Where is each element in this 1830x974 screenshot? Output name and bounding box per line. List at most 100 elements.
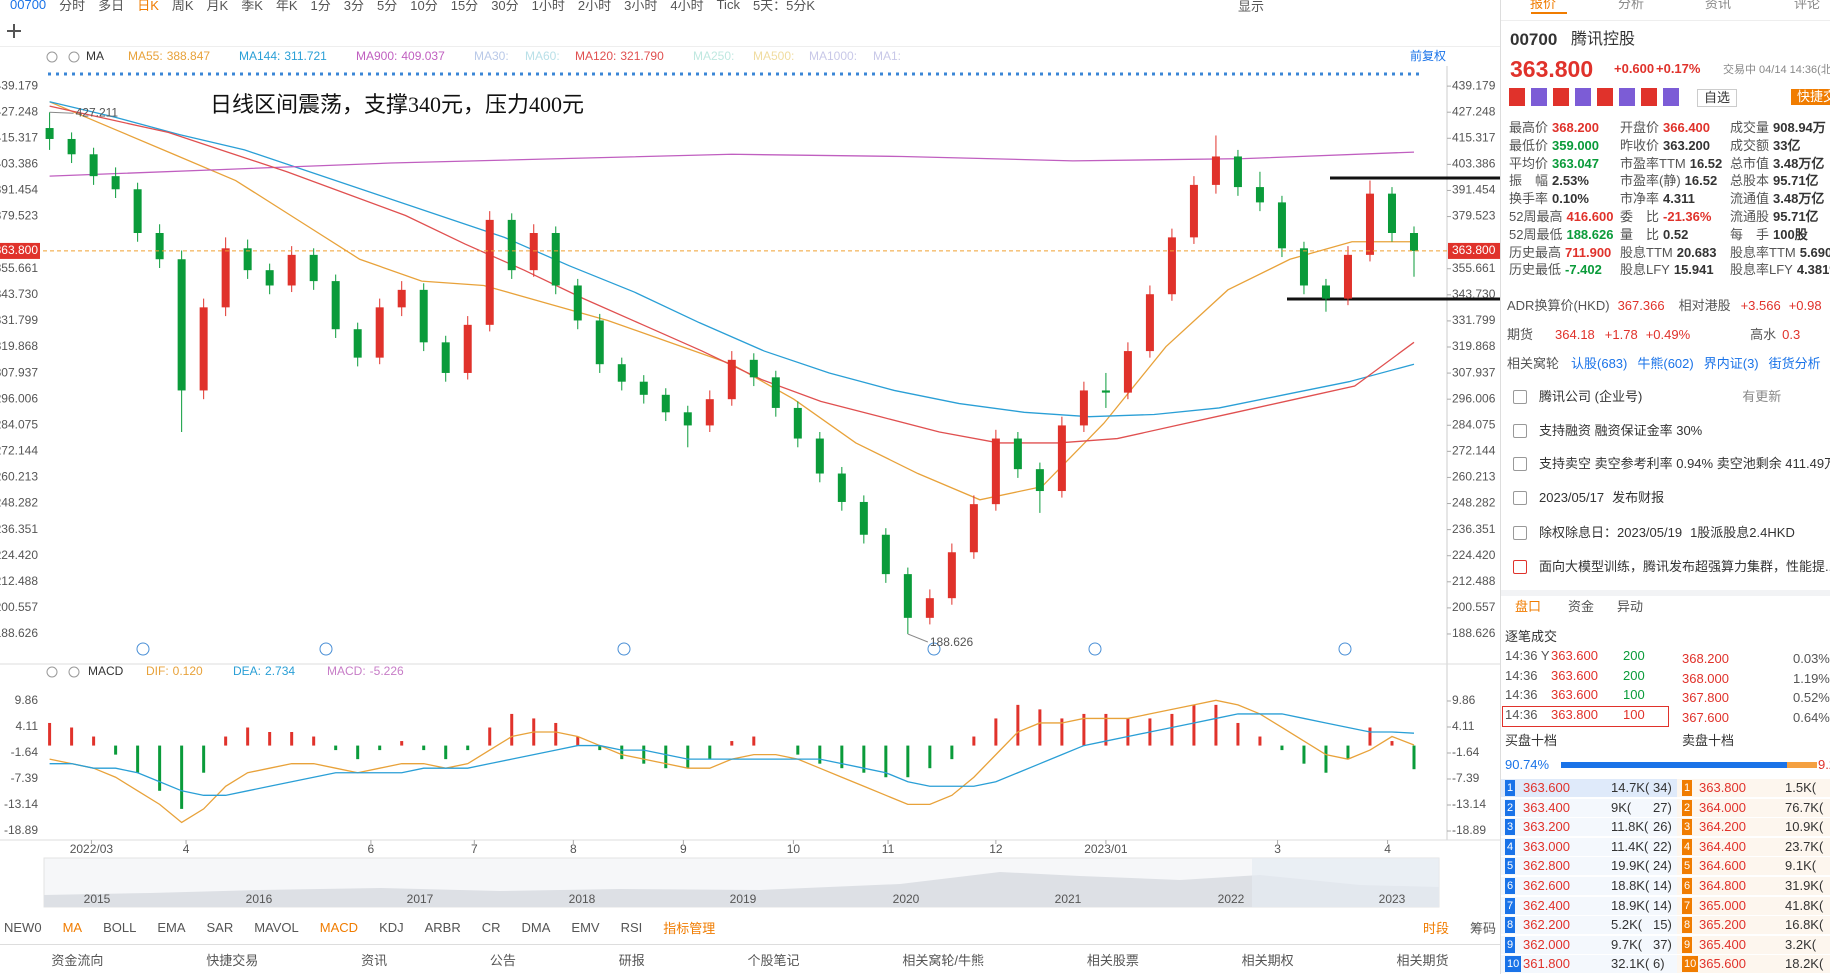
- related-links-item[interactable]: 相关窝轮: [1507, 356, 1560, 371]
- indicator-tab[interactable]: DMA: [521, 919, 551, 935]
- dist-price: 367.600: [1682, 709, 1729, 725]
- panel-tab[interactable]: 分析: [1618, 0, 1645, 11]
- indicator-tab[interactable]: BOLL: [103, 919, 137, 935]
- period-tab[interactable]: 30分: [491, 0, 519, 13]
- indicator-tab[interactable]: EMV: [571, 919, 600, 935]
- nav-tab[interactable]: 相关期权: [1241, 952, 1294, 968]
- period-tab[interactable]: 10分: [410, 0, 438, 13]
- y-tick-label: 355.661: [0, 261, 38, 275]
- candle-body: [1057, 425, 1066, 492]
- period-tab[interactable]: 5分: [377, 0, 398, 13]
- quote-panel: 报价 分析 资讯 评论 00700 腾讯控股 363.800 +0.600 +0.17% 交易中 …: [1500, 0, 1830, 974]
- period-tab[interactable]: 15分: [450, 0, 479, 13]
- nav-tab[interactable]: 快捷交易: [206, 952, 259, 968]
- related-links-item[interactable]: 牛熊(602): [1637, 356, 1694, 371]
- indicator-tab[interactable]: EMA: [157, 919, 186, 935]
- related-links-item[interactable]: 界内证(3): [1703, 356, 1759, 371]
- indicator-tab[interactable]: KDJ: [379, 919, 404, 935]
- watch-button[interactable]: 自选: [1697, 89, 1738, 107]
- candle-body: [1013, 438, 1022, 470]
- y-tick-label: 415.317: [1452, 130, 1496, 144]
- period-tab[interactable]: 季K: [241, 0, 263, 13]
- stock-code[interactable]: 00700: [10, 0, 47, 12]
- news-item[interactable]: 支持卖空 卖空参考利率 0.94% 卖空池剩余 411.49万股: [1539, 456, 1830, 472]
- candle-body: [793, 407, 802, 439]
- stat-label: 历史最高: [1509, 244, 1562, 260]
- side-tab[interactable]: 筹码: [1469, 920, 1496, 936]
- nav-tab[interactable]: 相关股票: [1086, 952, 1139, 968]
- dist-pct: 0.03%: [1793, 651, 1830, 666]
- period-tab[interactable]: 周K: [171, 0, 194, 13]
- panel-tab[interactable]: 报价: [1530, 0, 1557, 11]
- side-tab[interactable]: 时段: [1422, 920, 1449, 936]
- nav-tab[interactable]: 公告: [489, 952, 516, 968]
- candle-body: [1387, 193, 1396, 234]
- year-label: 2021: [1055, 892, 1082, 906]
- indicator-manage[interactable]: 指标管理: [663, 920, 716, 936]
- news-item[interactable]: 腾讯公司 (企业号) 有更新: [1539, 389, 1781, 405]
- period-tab[interactable]: 多日: [98, 0, 125, 13]
- indicator-tab[interactable]: MACD: [319, 919, 359, 935]
- bid-price: 363.200: [1523, 819, 1570, 835]
- period-tab[interactable]: 4小时: [670, 0, 704, 13]
- candle-body: [441, 342, 450, 373]
- news-text: 2023/05/17: [1539, 490, 1605, 505]
- overview-window: [1252, 858, 1439, 907]
- period-tab[interactable]: 2小时: [577, 0, 612, 13]
- overview-area: [44, 872, 1439, 907]
- period-tab[interactable]: Tick: [716, 0, 740, 12]
- ask-volume: 31.9K(: [1785, 878, 1824, 893]
- panel-tab[interactable]: 资金: [1568, 599, 1595, 614]
- adjust-label[interactable]: 前复权: [1410, 48, 1446, 63]
- period-tab[interactable]: 月K: [206, 0, 229, 13]
- trade-button[interactable]: 快捷交: [1791, 89, 1830, 105]
- legend-value: 0.120: [173, 664, 203, 678]
- indicator-tab[interactable]: ARBR: [424, 919, 461, 935]
- news-item[interactable]: 支持融资 融资保证金率 30%: [1539, 423, 1702, 439]
- related-links-item[interactable]: 认股(683): [1571, 356, 1628, 371]
- indicator-tab[interactable]: CR: [481, 919, 501, 935]
- period-tab[interactable]: 日K: [137, 0, 159, 13]
- nav-tab[interactable]: 研报: [618, 952, 645, 968]
- year-label: 2020: [893, 892, 920, 906]
- x-tick-label: 7: [471, 842, 478, 856]
- news-item[interactable]: 2023/05/17 发布财报: [1539, 490, 1664, 506]
- crosshair-icon[interactable]: [0, 16, 40, 46]
- x-tick-label: 8: [570, 842, 577, 856]
- related-links-item[interactable]: 街货分析: [1768, 356, 1821, 371]
- legend-entry: MA1000:: [809, 49, 857, 63]
- period-tab[interactable]: 1小时: [531, 0, 565, 13]
- stat-label: 股息率LFY: [1730, 262, 1793, 278]
- panel-tab[interactable]: 评论: [1794, 0, 1821, 11]
- period-tab[interactable]: 年K: [275, 0, 298, 13]
- display-menu[interactable]: 显示: [1238, 0, 1265, 14]
- indicator-tab[interactable]: RSI: [620, 919, 643, 935]
- indicator-tab[interactable]: NEW0: [4, 919, 42, 935]
- period-tab[interactable]: 1分: [310, 0, 331, 13]
- period-tab[interactable]: 3分: [343, 0, 365, 13]
- panel-tab[interactable]: 资讯: [1705, 0, 1732, 11]
- ask-price: 364.200: [1699, 819, 1746, 835]
- indicator-tab[interactable]: SAR: [206, 919, 234, 935]
- news-item[interactable]: 面向大模型训练，腾讯发布超强算力集群，性能提...: [1539, 559, 1830, 575]
- nav-tab[interactable]: 资金流向: [51, 952, 104, 968]
- bid-volume: 9.7K(: [1611, 936, 1643, 952]
- panel-tab[interactable]: 盘口: [1515, 599, 1542, 614]
- y-tick-label: 9.86: [15, 693, 39, 707]
- nav-tab[interactable]: 个股笔记: [747, 952, 800, 968]
- bid-volume: 11.8K(: [1611, 819, 1649, 835]
- nav-tab[interactable]: 相关期货: [1396, 952, 1449, 968]
- period-tab[interactable]: 分时: [59, 0, 86, 13]
- y-tick-label: 4.11: [1452, 719, 1475, 733]
- panel-tab[interactable]: 异动: [1617, 599, 1644, 614]
- bid-price: 362.000: [1523, 936, 1570, 952]
- period-tab[interactable]: 5天：5分K: [752, 0, 816, 13]
- period-tab[interactable]: 3小时: [624, 0, 658, 13]
- news-item[interactable]: 除权除息日：2023/05/19 1股派股息2.4HKD: [1539, 525, 1795, 541]
- candle-body: [199, 307, 208, 391]
- nav-tab[interactable]: 相关窝轮/牛熊: [902, 952, 984, 968]
- nav-tab[interactable]: 资讯: [361, 952, 388, 968]
- indicator-tab[interactable]: MAVOL: [254, 919, 299, 935]
- indicator-tab[interactable]: MA: [62, 919, 83, 935]
- y-tick-label: 9.86: [1452, 693, 1476, 707]
